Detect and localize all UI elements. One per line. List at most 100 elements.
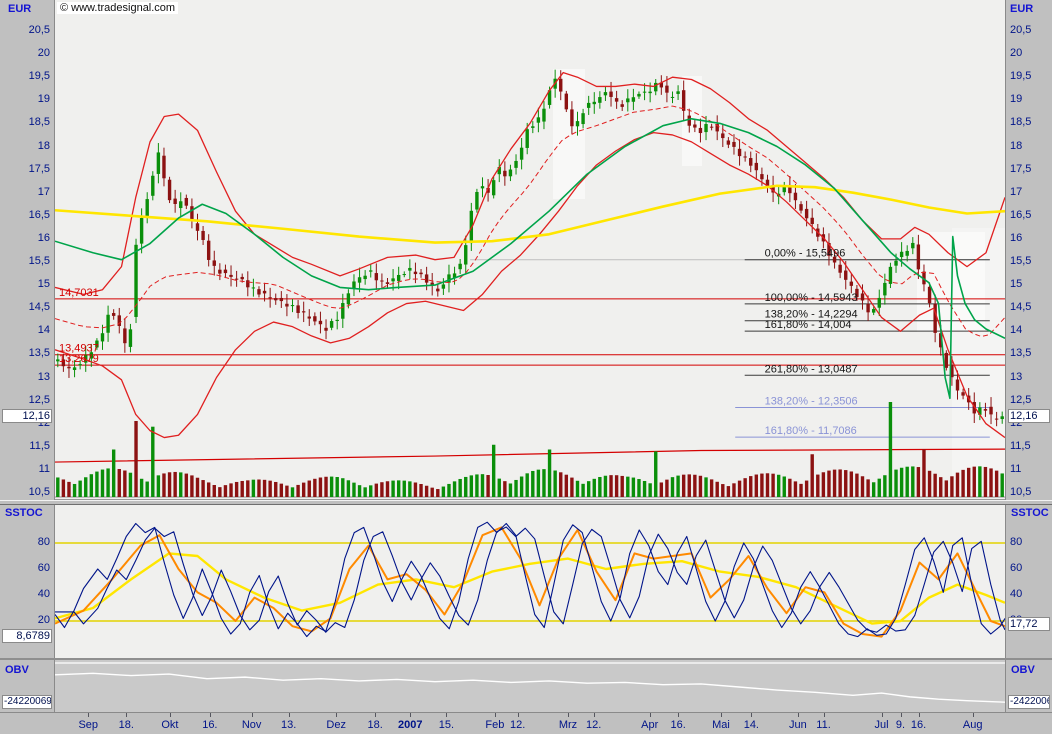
chart-labels: 0,00% - 15,5496 100,00% - 14,5943 138,20% …: [59, 248, 858, 437]
x-axis-label: 2007: [398, 719, 423, 731]
x-axis-tick: [494, 713, 496, 717]
axis-tick-label: 15: [37, 278, 50, 291]
axis-tick-label: 20: [37, 614, 50, 626]
highlight-region: [952, 228, 1005, 497]
price-flag-label: 14,7031: [59, 287, 99, 299]
axis-tick-label: 12,5: [28, 393, 50, 406]
stochastic-chart[interactable]: [55, 505, 1005, 658]
x-axis-label: Apr: [641, 719, 659, 731]
candles: [56, 69, 1004, 427]
x-axis-tick: [972, 713, 974, 717]
bollinger-mid-dashed-line: [55, 105, 1005, 337]
x-axis-tick: [918, 713, 920, 717]
obv-panel[interactable]: [55, 660, 1005, 712]
time-axis[interactable]: Sep 18. Okt 16. Nov 13. Dez 18. 2007 15. Feb 12. Mrz…: [0, 712, 1052, 734]
axis-tick-label: 15,5: [1010, 255, 1032, 267]
x-axis-label: Jun: [789, 719, 807, 731]
axis-tick-label: 11: [38, 462, 50, 475]
x-axis-label: Mrz: [558, 719, 578, 731]
axis-tick-label: 17,5: [1010, 162, 1032, 175]
axis-tick-label: 20,5: [1010, 24, 1032, 36]
x-axis-label: Dez: [326, 719, 346, 731]
fib-level-label: 138,20% - 14,2294: [765, 309, 858, 321]
axis-tick-label: 14,5: [28, 301, 50, 314]
current-price-label-left: 12,16: [2, 409, 52, 423]
axis-tick-label: 19: [37, 93, 50, 106]
ma-long-yellow-line: [55, 184, 1005, 244]
price-axis-right[interactable]: EUR SSTOC OBV 12,16 17,72 -2422006 20,5 2…: [1005, 0, 1052, 712]
price-flag-label: 13,2679: [59, 353, 99, 365]
bollinger-upper-line: [55, 71, 1005, 295]
panel-splitter[interactable]: [0, 500, 1052, 505]
obv-title-left: OBV: [5, 664, 29, 676]
axis-tick-label: 15: [1010, 278, 1023, 291]
axis-tick-label: 17: [1010, 185, 1023, 198]
axis-tick-label: 13: [1010, 370, 1023, 383]
x-axis-label: Jul: [874, 719, 889, 731]
x-axis-tick: [88, 713, 90, 717]
x-axis-label: Nov: [241, 719, 262, 731]
axis-tick-label: 19: [1010, 93, 1023, 106]
axis-tick-label: 14,5: [1010, 301, 1032, 314]
price-flag-label: 13,4937: [59, 343, 99, 355]
highlight-region: [682, 76, 702, 166]
axis-tick-label: 60: [1010, 562, 1023, 574]
x-axis-tick: [720, 713, 722, 717]
x-axis-tick: [900, 713, 902, 717]
axis-tick-label: 19,5: [28, 70, 50, 83]
fib-level-label: 161,80% - 11,7086: [765, 425, 857, 437]
axis-tick-label: 80: [1010, 536, 1023, 548]
price-axis-left[interactable]: EUR SSTOC OBV 12,16 8,6789 -24220069 20,…: [0, 0, 55, 712]
fib-level-label: 100,00% - 14,5943: [765, 292, 858, 304]
x-axis-tick: [881, 713, 883, 717]
x-axis-tick: [678, 713, 680, 717]
sstoc-value-right: 17,72: [1008, 617, 1050, 631]
x-axis-tick: [126, 713, 128, 717]
axis-tick-label: 40: [37, 588, 50, 600]
axis-tick-label: 18: [37, 139, 50, 152]
axis-tick-label: 19,5: [1010, 70, 1032, 83]
fib-level-label: 138,20% - 12,3506: [765, 396, 858, 408]
x-axis-tick: [288, 713, 290, 717]
obv-value-right: -2422006: [1008, 695, 1050, 709]
axis-tick-label: 18: [1010, 139, 1023, 152]
x-axis-label: 18.: [118, 719, 134, 731]
sstoc-slow-yellow-line: [55, 552, 1005, 625]
copyright-label: © www.tradesignal.com: [57, 2, 179, 14]
axis-tick-label: 11,5: [29, 439, 50, 452]
x-axis-tick: [568, 713, 569, 717]
axis-tick-label: 40: [1010, 588, 1023, 600]
fibonacci-lines: [470, 259, 990, 438]
axis-tick-label: 16: [37, 231, 50, 244]
support-trendline: [55, 448, 1005, 463]
axis-tick-label: 18,5: [28, 116, 50, 129]
x-axis-label: Mai: [712, 719, 730, 731]
axis-tick-label: 14: [1010, 324, 1023, 337]
currency-label-right: EUR: [1010, 3, 1034, 15]
x-axis-label: 16.: [670, 719, 686, 731]
x-axis-tick: [446, 713, 448, 717]
current-price-label-right: 12,16: [1008, 409, 1050, 423]
axis-tick-label: 20: [1010, 47, 1023, 60]
price-panel[interactable]: © www.tradesignal.com 0,00% - 15,5496 100…: [55, 0, 1005, 500]
axis-tick-label: 13: [37, 370, 50, 383]
x-axis-tick: [517, 713, 519, 717]
obv-line-chart[interactable]: [55, 660, 1005, 712]
x-axis-label: 13.: [281, 719, 297, 731]
axis-tick-label: 10,5: [28, 486, 50, 498]
x-axis-tick: [797, 713, 799, 717]
bollinger-lower-line: [55, 131, 1005, 439]
candlestick-chart[interactable]: 0,00% - 15,5496 100,00% - 14,5943 138,20% …: [55, 14, 1005, 500]
fib-level-label: 261,80% - 13,0487: [765, 363, 858, 375]
stochastic-panel[interactable]: [55, 505, 1005, 658]
panel-splitter[interactable]: [0, 658, 1052, 660]
sstoc-fast-line: [55, 521, 1005, 638]
axis-tick-label: 60: [37, 562, 50, 574]
axis-tick-label: 80: [37, 536, 50, 548]
obv-line: [55, 672, 1005, 703]
x-axis-tick: [375, 713, 377, 717]
sstoc-title-left: SSTOC: [5, 507, 43, 519]
axis-tick-label: 20,5: [28, 24, 50, 36]
volume-bars: [56, 402, 1004, 497]
